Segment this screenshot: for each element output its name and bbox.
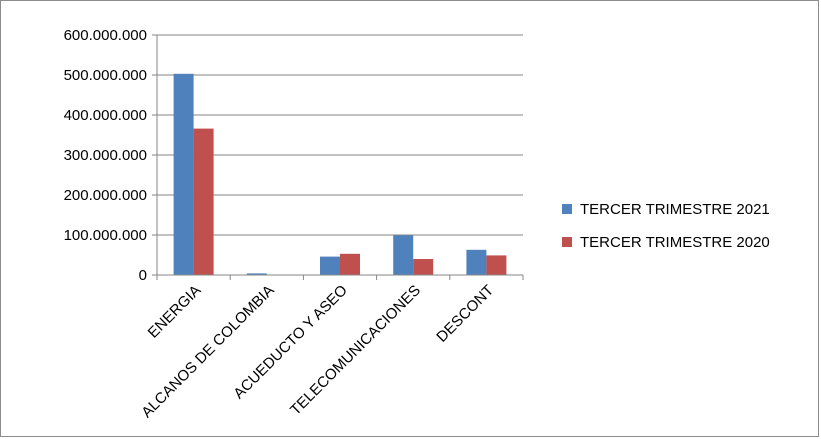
bar-2020-descont [486,255,507,275]
bar-2021-telecomunicaciones [393,235,414,275]
bar-2020-telecomunicaciones [413,259,434,275]
bar-2021-energia [173,73,194,275]
gridlines [157,34,523,236]
y-tick-label: 300.000.000 [64,147,147,164]
legend-swatch [562,237,572,247]
legend: TERCER TRIMESTRE 2021 TERCER TRIMESTRE 20… [562,201,770,251]
y-axis-ticks: 0 100.000.000 200.000.000 300.000.000 400.00… [64,27,158,284]
x-tick-label: ENERGIA [145,282,205,342]
y-tick-label: 100.000.000 [64,227,147,244]
x-tick-label: ALCANOS DE COLOMBIA [138,282,277,421]
legend-label: TERCER TRIMESTRE 2020 [580,234,770,251]
x-tick-label: TELECOMUNICACIONES [287,282,424,419]
bars [173,73,507,275]
y-tick-label: 500.000.000 [64,67,147,84]
y-tick-label: 0 [139,267,147,284]
bar-2021-alcanos-de-colombia [246,273,267,275]
x-tick-label: DESCONT [433,282,497,346]
y-tick-label: 600.000.000 [64,27,147,44]
bar-2020-acueducto-y-aseo [340,253,360,275]
y-tick-label: 200.000.000 [64,187,147,204]
legend-label: TERCER TRIMESTRE 2021 [580,201,770,218]
legend-swatch [562,204,572,214]
bar-2021-acueducto-y-aseo [320,256,340,275]
bar-2020-energia [193,128,214,275]
bar-2021-descont [466,249,487,275]
y-tick-label: 400.000.000 [64,107,147,124]
